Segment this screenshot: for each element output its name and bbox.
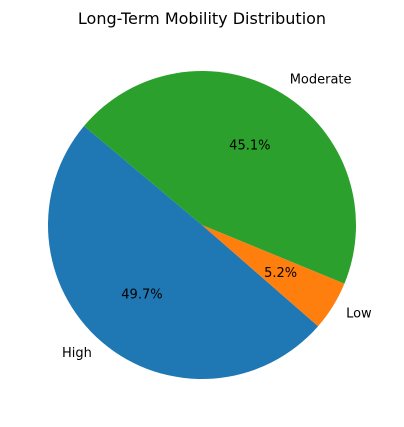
slice-percent-low: 5.2% bbox=[264, 266, 297, 281]
slice-percent-moderate: 45.1% bbox=[229, 138, 270, 153]
pie-slices bbox=[47, 71, 356, 380]
pie-labels: High 49.7% Low 5.2% Moderate 45.1% bbox=[62, 73, 372, 362]
pie-slice-high bbox=[47, 126, 319, 380]
chart-title: Long-Term Mobility Distribution bbox=[78, 9, 326, 28]
slice-label-high: High bbox=[62, 346, 92, 361]
slice-label-low: Low bbox=[346, 307, 372, 322]
slice-percent-high: 49.7% bbox=[121, 288, 162, 303]
slice-label-moderate: Moderate bbox=[290, 73, 352, 88]
pie-slice-low bbox=[202, 225, 345, 327]
pie-slice-moderate bbox=[84, 71, 356, 284]
